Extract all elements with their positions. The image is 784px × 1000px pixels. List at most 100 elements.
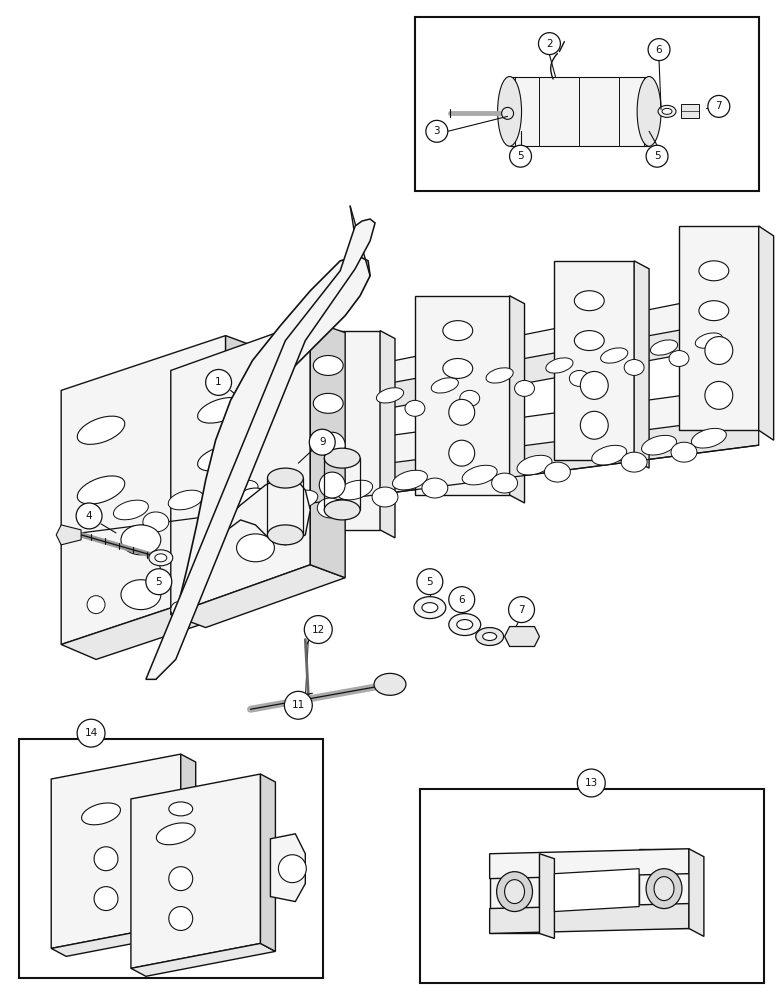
Text: 13: 13 xyxy=(585,778,598,788)
Ellipse shape xyxy=(203,502,229,522)
Polygon shape xyxy=(380,331,395,538)
Polygon shape xyxy=(415,296,510,495)
Ellipse shape xyxy=(492,473,517,493)
Polygon shape xyxy=(296,296,759,400)
Ellipse shape xyxy=(338,480,372,500)
Ellipse shape xyxy=(414,597,446,619)
Ellipse shape xyxy=(498,77,521,146)
Circle shape xyxy=(417,569,443,595)
Ellipse shape xyxy=(171,602,187,618)
Ellipse shape xyxy=(476,628,503,645)
Circle shape xyxy=(426,120,448,142)
Ellipse shape xyxy=(78,476,125,504)
Text: 7: 7 xyxy=(716,101,722,111)
Ellipse shape xyxy=(114,500,148,520)
Polygon shape xyxy=(505,627,539,646)
Text: 14: 14 xyxy=(85,728,98,738)
Text: 11: 11 xyxy=(292,700,305,710)
Circle shape xyxy=(539,33,561,55)
Circle shape xyxy=(304,616,332,643)
Ellipse shape xyxy=(393,470,427,490)
Polygon shape xyxy=(296,316,759,425)
Ellipse shape xyxy=(658,105,676,117)
Ellipse shape xyxy=(448,440,474,466)
Polygon shape xyxy=(131,943,275,976)
Ellipse shape xyxy=(283,490,318,510)
Text: 2: 2 xyxy=(546,39,553,49)
Polygon shape xyxy=(510,77,649,146)
Ellipse shape xyxy=(662,108,672,114)
Ellipse shape xyxy=(169,907,193,930)
Circle shape xyxy=(509,597,535,623)
Ellipse shape xyxy=(457,620,473,630)
Circle shape xyxy=(77,719,105,747)
Polygon shape xyxy=(131,774,260,968)
Circle shape xyxy=(510,145,532,167)
Text: 9: 9 xyxy=(319,437,325,447)
Text: 7: 7 xyxy=(518,605,524,615)
Polygon shape xyxy=(171,321,310,615)
Ellipse shape xyxy=(319,432,345,458)
Text: 12: 12 xyxy=(311,625,325,635)
Ellipse shape xyxy=(318,498,343,518)
Polygon shape xyxy=(260,774,275,951)
Ellipse shape xyxy=(94,847,118,871)
Ellipse shape xyxy=(143,512,169,532)
Ellipse shape xyxy=(237,534,274,562)
Ellipse shape xyxy=(94,887,118,911)
Polygon shape xyxy=(679,226,759,430)
Ellipse shape xyxy=(486,368,514,383)
Polygon shape xyxy=(285,331,380,530)
Ellipse shape xyxy=(569,370,590,386)
Ellipse shape xyxy=(374,673,406,695)
Polygon shape xyxy=(554,869,639,912)
Bar xyxy=(420,789,764,983)
Ellipse shape xyxy=(372,487,398,507)
Ellipse shape xyxy=(592,445,626,465)
Ellipse shape xyxy=(580,411,608,439)
Ellipse shape xyxy=(319,472,345,498)
Polygon shape xyxy=(490,904,689,933)
Polygon shape xyxy=(310,321,345,578)
Text: 4: 4 xyxy=(85,511,93,521)
Text: 6: 6 xyxy=(459,595,465,605)
Ellipse shape xyxy=(496,872,532,912)
Circle shape xyxy=(646,145,668,167)
Ellipse shape xyxy=(169,490,203,510)
Ellipse shape xyxy=(149,550,172,566)
Text: 5: 5 xyxy=(426,577,434,587)
Polygon shape xyxy=(554,261,634,460)
Text: 3: 3 xyxy=(434,126,440,136)
Polygon shape xyxy=(205,478,310,550)
Ellipse shape xyxy=(483,633,496,641)
Polygon shape xyxy=(226,336,260,605)
Polygon shape xyxy=(156,256,370,679)
Text: 6: 6 xyxy=(655,45,662,55)
Polygon shape xyxy=(689,849,704,936)
Polygon shape xyxy=(61,590,260,659)
Ellipse shape xyxy=(654,877,674,901)
Ellipse shape xyxy=(314,393,343,413)
Ellipse shape xyxy=(580,371,608,399)
Ellipse shape xyxy=(87,596,105,614)
Polygon shape xyxy=(56,525,81,545)
Ellipse shape xyxy=(82,803,121,825)
Ellipse shape xyxy=(502,107,514,119)
Ellipse shape xyxy=(601,348,628,363)
Ellipse shape xyxy=(669,351,689,366)
Polygon shape xyxy=(66,390,759,505)
Polygon shape xyxy=(146,219,375,679)
Ellipse shape xyxy=(169,802,193,816)
Ellipse shape xyxy=(78,416,125,444)
Ellipse shape xyxy=(121,525,161,555)
Circle shape xyxy=(448,587,474,613)
Ellipse shape xyxy=(169,867,193,891)
Polygon shape xyxy=(490,849,689,879)
Ellipse shape xyxy=(267,468,303,488)
Ellipse shape xyxy=(641,435,677,455)
Polygon shape xyxy=(539,854,554,938)
Circle shape xyxy=(285,691,312,719)
Ellipse shape xyxy=(463,465,497,485)
Ellipse shape xyxy=(431,378,459,393)
Polygon shape xyxy=(490,854,539,933)
